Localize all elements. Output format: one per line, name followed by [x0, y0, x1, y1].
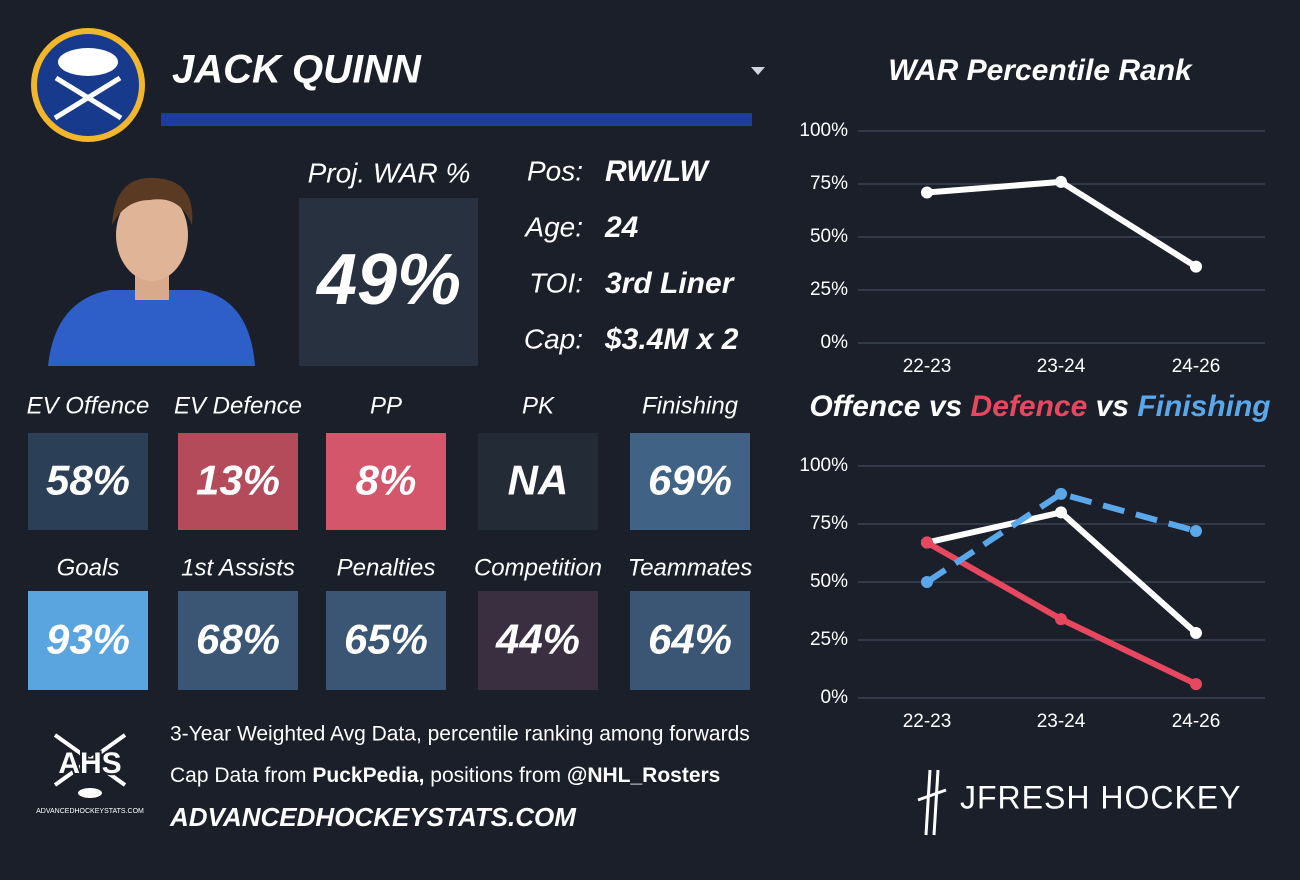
tile [326, 433, 446, 530]
tile-value: 69% [648, 457, 732, 504]
tile [630, 591, 750, 690]
footer-text: positions from [424, 764, 566, 787]
data-point [1055, 613, 1067, 626]
y-tick-label: 25% [810, 629, 848, 650]
tile-label: Teammates [628, 554, 753, 581]
tile-label: EV Offence [27, 392, 150, 419]
tile [478, 433, 598, 530]
x-tick-label: 23-24 [1037, 711, 1086, 732]
y-tick-label: 100% [799, 455, 848, 476]
legend-entry: Offence [809, 390, 920, 423]
brand-name: JFRESH HOCKEY [960, 779, 1241, 815]
projected-box [299, 198, 478, 366]
projected-value: 49% [315, 240, 461, 320]
x-tick-label: 24-26 [1172, 356, 1221, 377]
tile-value: NA [508, 457, 569, 504]
ahs-url: ADVANCEDHOCKEYSTATS.COM [36, 808, 144, 815]
info-value: 3rd Liner [605, 267, 736, 300]
tile-value: 8% [356, 457, 417, 504]
info-label: Pos: [527, 155, 583, 186]
y-tick-label: 75% [810, 513, 848, 534]
tile-value: 13% [196, 457, 280, 504]
tile-label: PP [370, 392, 402, 419]
x-tick-label: 22-23 [903, 356, 952, 377]
tile [178, 433, 298, 530]
x-tick-label: 24-26 [1172, 711, 1221, 732]
data-point [1190, 524, 1202, 537]
tile-value: 64% [648, 616, 732, 663]
data-point [1190, 260, 1202, 273]
tile-value: 58% [46, 457, 130, 504]
data-point [1190, 627, 1202, 640]
info-label: TOI: [529, 267, 583, 298]
player-photo [48, 177, 255, 366]
data-point [921, 536, 933, 549]
title-separator: vs [1087, 390, 1137, 423]
tile [178, 591, 298, 690]
tile-label: PK [522, 392, 555, 419]
info-value: RW/LW [605, 155, 710, 188]
tile-label: Penalties [337, 554, 436, 581]
line-chart: 0% 25% 50% 75% 100% 22-23 23-24 24-26 [799, 455, 1265, 732]
footer-line: 3-Year Weighted Avg Data, percentile ran… [170, 723, 750, 746]
x-tick-label: 23-24 [1037, 356, 1086, 377]
footer-source: PuckPedia, [312, 764, 424, 787]
footer-text: Cap Data from [170, 764, 312, 787]
legend-entry: Defence [971, 390, 1088, 423]
team-logo [31, 28, 145, 142]
projected-label: Proj. WAR % [308, 157, 471, 188]
info-value: $3.4M x 2 [604, 323, 739, 356]
y-tick-label: 25% [810, 279, 848, 300]
brand-logo: JFRESH HOCKEY [917, 769, 1241, 836]
player-name: JACK QUINN [172, 48, 422, 92]
tile [630, 433, 750, 530]
tile-label: Competition [474, 554, 602, 581]
data-line [925, 490, 1197, 585]
y-tick-label: 100% [799, 120, 848, 141]
tile-label: EV Defence [174, 392, 302, 419]
tile [28, 591, 148, 690]
data-point [1190, 678, 1202, 691]
stat-tiles: EV Offence 58% EV Defence 13% PP 8% PK NA Finish… [27, 392, 753, 690]
chart-title: WAR Percentile Rank [888, 54, 1193, 87]
y-tick-label: 75% [810, 173, 848, 194]
ahs-logo-text: AHS [58, 747, 121, 780]
data-point [921, 576, 933, 588]
data-point [1055, 506, 1067, 519]
tile [478, 591, 598, 690]
info-label: Cap: [524, 323, 583, 354]
tile-value: 68% [196, 616, 280, 663]
tile-value: 65% [344, 616, 428, 663]
tile-value: 44% [495, 616, 580, 663]
y-tick-label: 50% [810, 226, 848, 247]
footer-url: ADVANCEDHOCKEYSTATS.COM [169, 802, 577, 832]
dropdown-arrow[interactable] [751, 67, 765, 75]
chart-title: Offence vs Defence vs Finishing [809, 390, 1270, 423]
info-list: Pos: RW/LW Age: 24 TOI: 3rd Liner Cap: $3.4M x … [523, 155, 738, 356]
line-chart: 0% 25% 50% 75% 100% 22-23 23-24 24-26 [799, 120, 1265, 377]
tile-label: 1st Assists [181, 554, 295, 581]
tile-label: Finishing [642, 392, 739, 419]
data-point [921, 186, 933, 199]
ahs-logo: AHS ADVANCEDHOCKEYSTATS.COM [36, 733, 144, 815]
data-point [1055, 487, 1067, 500]
y-tick-label: 50% [810, 571, 848, 592]
footer-line: Cap Data from PuckPedia, positions from … [170, 764, 720, 787]
data-point [1055, 175, 1067, 188]
title-separator: vs [921, 390, 971, 423]
legend-entry: Finishing [1137, 390, 1270, 423]
tile [326, 591, 446, 690]
info-value: 24 [604, 211, 639, 244]
x-tick-label: 22-23 [903, 711, 952, 732]
name-underline [161, 113, 752, 126]
tile-label: Goals [57, 554, 120, 581]
y-tick-label: 0% [821, 332, 849, 353]
y-tick-label: 0% [821, 687, 849, 708]
tile-value: 93% [46, 616, 130, 663]
tile [28, 433, 148, 530]
footer-source: @NHL_Rosters [567, 764, 721, 787]
info-label: Age: [523, 211, 583, 242]
